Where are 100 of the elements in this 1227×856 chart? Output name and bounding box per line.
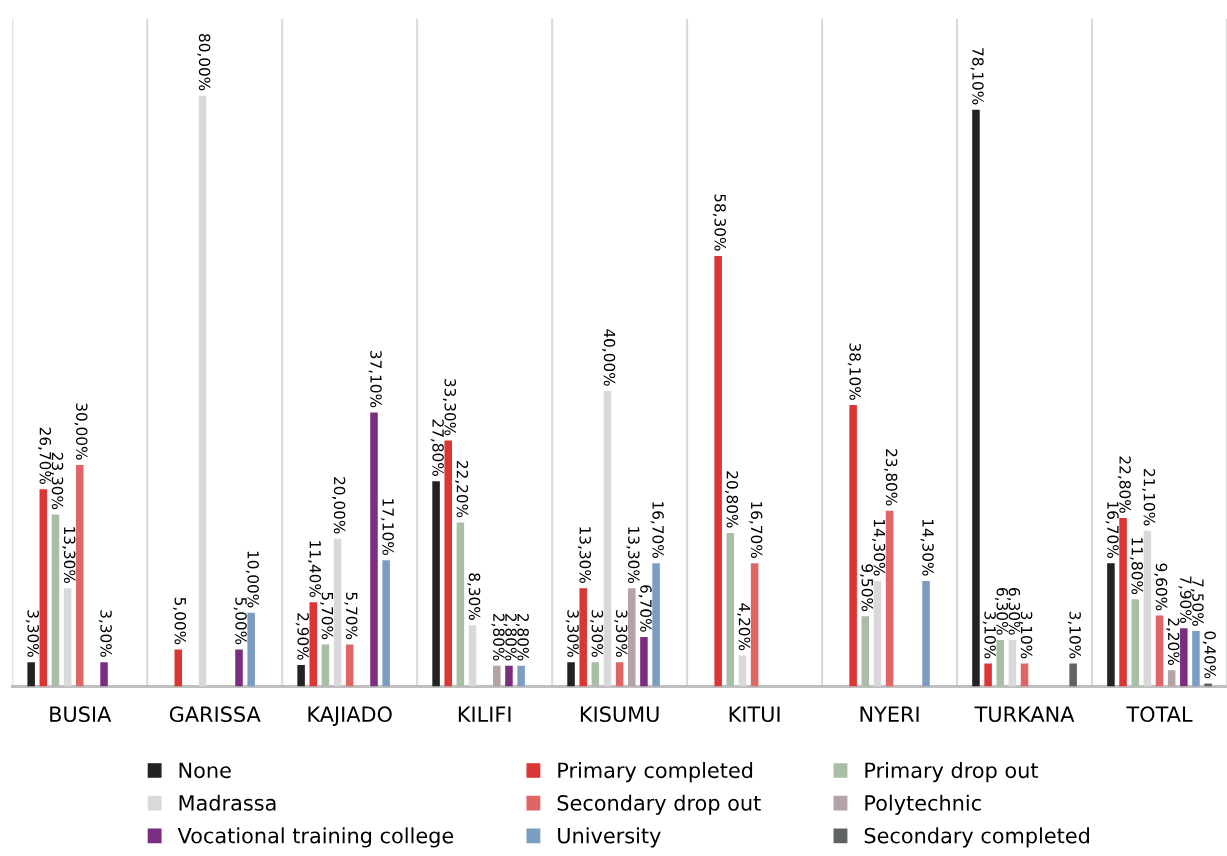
data-label: 11,80% (1129, 538, 1144, 595)
data-label: 6,30% (994, 588, 1009, 635)
data-label: 5,00% (233, 597, 247, 645)
data-label: 58,30% (712, 194, 726, 251)
data-label: 23,80% (884, 449, 898, 506)
data-label: 21,10% (1142, 469, 1156, 526)
bar (628, 588, 636, 687)
bar (468, 625, 477, 687)
x-tick-label: NYERI (860, 706, 919, 722)
bar (174, 649, 183, 687)
data-label: 3,10% (982, 611, 996, 659)
bar (873, 580, 882, 687)
bar (591, 662, 600, 687)
bar (321, 644, 330, 687)
bar (615, 662, 624, 687)
data-label: 26,70% (38, 427, 52, 485)
bar (1143, 530, 1152, 687)
bar (444, 440, 452, 687)
bar (309, 602, 318, 687)
bar (1131, 599, 1139, 687)
data-label: 3,30% (98, 610, 112, 657)
data-label: 22,80% (1117, 456, 1131, 513)
bar (333, 538, 342, 687)
data-label: 2,80% (503, 613, 517, 661)
bar (1192, 631, 1200, 687)
data-label: 37,10% (368, 350, 382, 408)
bar (235, 649, 243, 687)
data-label: 2,90% (295, 613, 309, 660)
bar (370, 412, 378, 687)
bar (567, 662, 575, 687)
bar (27, 662, 35, 687)
data-label: 16,70% (1105, 502, 1119, 558)
data-label: 7,50% (1190, 579, 1204, 626)
data-label: 3,10% (1067, 611, 1081, 659)
data-label: 20,80% (724, 471, 739, 528)
bar (297, 665, 305, 687)
data-label: 0,40% (1202, 631, 1216, 679)
bar (493, 665, 501, 687)
data-label: 2,80% (491, 613, 505, 661)
data-label: 3,30% (614, 610, 628, 657)
data-label: 22,20% (455, 460, 469, 518)
bar (1107, 563, 1115, 687)
data-label: 33,30% (442, 379, 457, 436)
data-label: 6,30% (1007, 588, 1021, 635)
bar (382, 560, 390, 687)
bar (996, 639, 1005, 687)
data-label: 13,30% (62, 527, 76, 584)
bar (714, 255, 722, 687)
data-label: 78,10% (970, 48, 984, 105)
bar (726, 532, 735, 687)
bar (345, 644, 354, 687)
x-tick-label: GARISSA (169, 706, 261, 723)
data-label: 3,10% (1019, 611, 1033, 659)
data-label: 8,30% (467, 573, 481, 620)
data-label: 13,30% (626, 527, 640, 584)
bar (640, 637, 648, 687)
bar (51, 514, 60, 687)
bar (603, 391, 612, 687)
legend-label: Secondary drop out (557, 794, 761, 815)
data-label: 3,30% (565, 610, 579, 657)
data-label: 6,70% (638, 585, 652, 632)
data-label: 5,00% (172, 597, 187, 645)
bar (1180, 628, 1188, 687)
legend-label: Madrassa (179, 794, 276, 811)
bar (1119, 518, 1127, 687)
data-label: 4,20% (737, 603, 751, 651)
x-tick-label: KILIFI (458, 706, 511, 722)
data-label: 5,70% (344, 592, 358, 640)
legend-label: Secondary completed (864, 827, 1089, 848)
data-label: 2,20% (1166, 618, 1180, 665)
bar (750, 563, 759, 687)
bar (1167, 670, 1176, 687)
data-label: 20,00% (332, 477, 346, 534)
data-label: 5,70% (320, 592, 334, 640)
data-label: 13,30% (577, 527, 591, 584)
data-label: 11,40% (307, 541, 322, 598)
data-label: 40,00% (602, 329, 616, 386)
data-label: 30,00% (74, 403, 88, 460)
bar (432, 481, 440, 687)
data-label: 3,30% (590, 610, 604, 657)
bar (1008, 639, 1017, 687)
bar (63, 588, 72, 687)
bar (198, 95, 207, 687)
data-label: 14,30% (920, 519, 934, 576)
data-label: 38,10% (847, 343, 861, 400)
x-tick-label: KISUMU (580, 706, 659, 723)
bar (517, 665, 525, 687)
data-label: 14,30% (872, 519, 886, 576)
bar (100, 662, 108, 687)
data-label: 9,50% (859, 564, 874, 612)
legend-label: University (558, 827, 661, 848)
bar (456, 522, 465, 687)
x-tick-label: TOTAL (1126, 706, 1193, 723)
data-label: 2,80% (515, 613, 529, 661)
bar (885, 510, 894, 687)
data-label: 23,30% (50, 452, 64, 510)
bar (579, 588, 587, 687)
bar (505, 665, 513, 687)
data-label: 3,30% (25, 610, 39, 657)
data-label: 80,00% (197, 34, 211, 91)
